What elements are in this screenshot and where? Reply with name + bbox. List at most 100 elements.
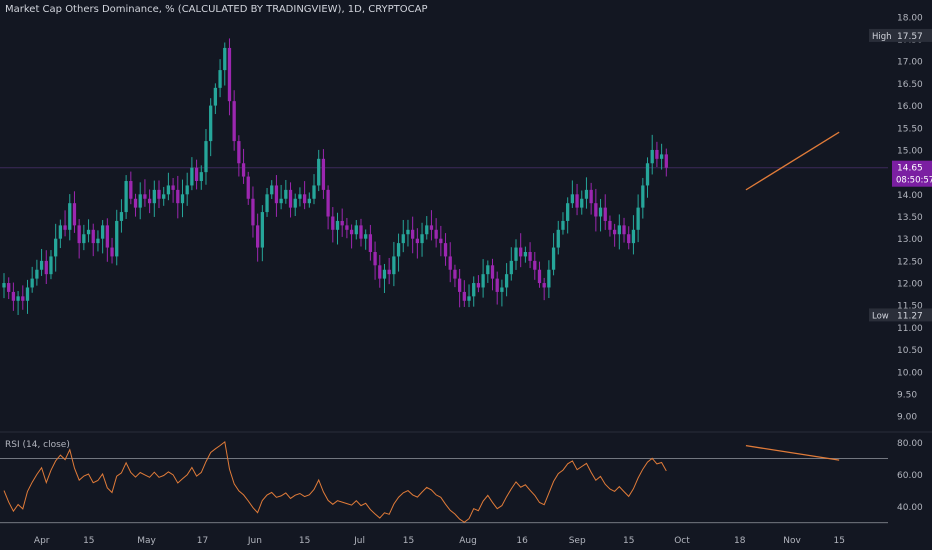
candle-body [476,283,481,288]
countdown-value: 08:50:57 [896,176,932,186]
candle-body [429,225,434,230]
candle-body [105,225,109,248]
last-price-badge [892,160,932,187]
candle-body [392,256,396,275]
candle-body [664,154,668,168]
candle-body [223,47,227,71]
candle-body [241,163,246,177]
candle-body [16,296,20,301]
candle-body [274,185,279,204]
price-tick-label: 15.00 [897,146,923,156]
candle-body [617,225,621,235]
high-marker-value: 17.57 [897,32,923,42]
candle-body [199,172,203,182]
candle-body [147,198,152,204]
candle-body [157,189,161,199]
rsi-line [3,441,667,523]
candle-body [434,229,438,239]
candle-body [500,287,504,292]
candle-body [382,269,387,279]
price-tick-label: 10.00 [897,368,923,378]
candle-body [72,203,77,226]
candle-body [387,269,391,275]
candle-body [612,229,617,235]
time-tick-label: Sep [569,536,586,546]
candle-body [96,238,100,244]
candle-body [542,283,546,288]
candle-body [176,189,180,204]
candle-body [439,238,443,244]
candle-body [359,225,363,239]
candle-body [77,225,81,244]
candle-body [302,194,307,204]
candle-body [21,296,25,301]
candle-body [401,234,405,244]
candle-body [25,287,30,301]
time-tick-label: Jul [353,536,365,546]
candle-body [561,220,565,230]
candle-body [495,278,499,292]
time-tick-label: Apr [34,536,50,546]
candle-body [54,238,58,257]
price-tick-label: 16.50 [897,80,923,90]
candle-body [420,234,424,244]
price-tick-label: 16.00 [897,102,923,112]
candle-body [194,167,199,182]
candle-body [411,229,415,239]
candle-body [279,198,283,204]
time-tick-label: 17 [197,536,208,546]
price-tick-label: 13.00 [897,235,923,245]
candle-body [260,212,264,248]
price-tick-label: 18.00 [897,13,923,23]
candle-body [627,234,631,244]
candle-body [100,225,105,239]
low-marker: Low 11.27 [869,308,932,322]
candle-body [406,229,410,235]
candle-body [124,181,128,213]
price-tick-label: 14.00 [897,191,923,201]
price-tick-label: 9.00 [897,413,917,423]
candle-body [349,229,354,235]
time-tick-label: 16 [516,536,528,546]
rsi-trendline [745,445,840,461]
candle-body [166,185,171,195]
candle-body [298,194,302,199]
candle-body [443,243,448,257]
candle-body [115,220,119,257]
time-tick-label: May [137,536,156,546]
candle-body [265,194,269,213]
candle-body [364,234,368,239]
candle-body [246,176,250,199]
time-tick-label: 15 [403,536,414,546]
price-tick-label: 12.50 [897,257,923,267]
candle-body [143,194,147,199]
rsi-tick-label: 40.00 [897,503,923,513]
candle-body [519,247,523,257]
low-marker-value: 11.27 [897,311,923,321]
candle-body [575,194,579,208]
candle-body [537,269,542,284]
high-marker-label-bg [869,28,892,42]
candle-body [293,198,297,208]
rsi-tick-label: 60.00 [897,471,923,481]
candle-body [547,269,551,288]
candle-body [7,283,11,292]
candle-body [227,47,232,102]
candle-body [533,260,537,270]
high-marker-label: High [872,32,892,42]
candle-body [636,207,640,230]
time-tick-label: Oct [674,536,690,546]
candle-body [91,229,95,244]
candle-body [566,203,570,221]
candle-body [472,283,476,297]
candle-body [650,149,654,164]
candle-body [326,189,330,217]
high-marker: High 17.57 [869,28,932,42]
candle-body [608,220,612,230]
candle-body [110,247,114,257]
candle-body [11,291,16,301]
candle-body [237,141,241,164]
candle-body [30,278,34,288]
